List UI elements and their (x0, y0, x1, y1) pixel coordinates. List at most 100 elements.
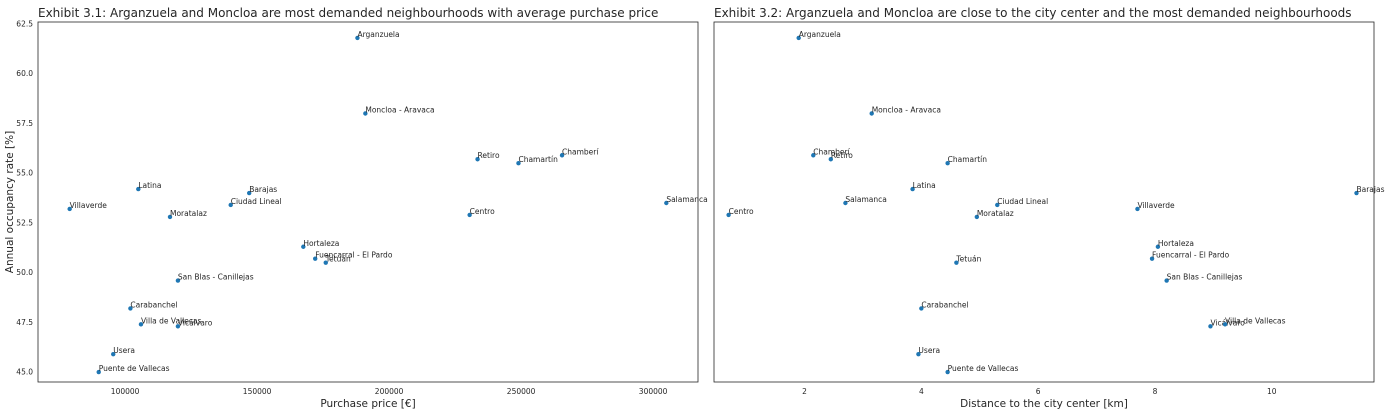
chart-0-y-tick-label: 62.5 (16, 19, 33, 28)
chart-0-y-tick-label: 50.0 (16, 268, 33, 277)
chart-1-point-label: Arganzuela (799, 30, 841, 39)
chart-0-point-label: Arganzuela (357, 30, 399, 39)
chart-1-point-label: Vicálvaro (1210, 318, 1245, 327)
chart-0-data-point[interactable] (136, 186, 141, 192)
chart-1-data-point[interactable] (1135, 206, 1140, 212)
chart-1-data-point[interactable] (828, 157, 834, 162)
chart-1-x-tick-label: 10 (1267, 387, 1277, 396)
chart-1-title: Exhibit 3.2: Arganzuela and Moncloa are … (714, 6, 1352, 20)
chart-1-point-label: Villa de Vallecas (1225, 316, 1286, 325)
chart-1-data-point[interactable] (919, 306, 924, 311)
chart-0-x-tick-label: 150000 (243, 387, 272, 396)
chart-0-y-tick-label: 52.5 (16, 218, 33, 227)
chart-0-data-point[interactable] (175, 278, 181, 283)
chart-1-point-label: Salamanca (845, 195, 886, 204)
chart-1-data-point[interactable] (726, 212, 731, 218)
chart-1-data-point[interactable] (1222, 322, 1228, 327)
chart-0-y-axis-label: Annual occupancy rate [%] (4, 131, 16, 273)
chart-1-point-label: Carabanchel (921, 300, 968, 309)
chart-1-data-point[interactable] (843, 200, 848, 206)
chart-0-point-label: Hortaleza (303, 239, 339, 248)
chart-1-point-label: Chamartín (948, 155, 988, 164)
chart-1-point-label: Chamberí (813, 147, 850, 156)
chart-0-data-point[interactable] (301, 244, 306, 249)
chart-0-data-point[interactable] (313, 256, 318, 261)
chart-0-point-label: Latina (138, 181, 161, 190)
chart-1-point-label: Moncloa - Aravaca (872, 105, 941, 114)
chart-0-data-point[interactable] (247, 190, 252, 196)
chart-0-data-point[interactable] (355, 35, 360, 41)
chart-0-point-label: Barajas (249, 185, 277, 194)
chart-0-point-label: Moncloa - Aravaca (365, 105, 434, 114)
chart-1-data-point[interactable] (916, 351, 921, 357)
chart-0-point-label: Centro (470, 207, 495, 216)
chart-1-data-point[interactable] (945, 161, 950, 166)
chart-1-point-label: Retiro (831, 151, 853, 160)
chart-0-data-point[interactable] (664, 200, 669, 206)
chart-1-data-point[interactable] (995, 202, 1000, 208)
chart-1-data-point[interactable] (1354, 190, 1359, 196)
chart-0-data-point[interactable] (67, 206, 72, 212)
chart-0-data-point[interactable] (467, 212, 472, 218)
chart-1-data-point[interactable] (1164, 278, 1169, 283)
chart-0-data-point[interactable] (96, 369, 101, 375)
chart-1-x-tick-label: 8 (1153, 387, 1158, 396)
chart-0-x-tick-label: 200000 (375, 387, 404, 396)
chart-0-point-label: Fuencarral - El Pardo (315, 251, 393, 260)
chart-0-point-label: Vicálvaro (178, 318, 213, 327)
chart-0-x-tick-label: 300000 (639, 387, 668, 396)
chart-0-x-axis-label: Purchase price [€] (320, 398, 415, 410)
chart-0-point-label: Carabanchel (130, 300, 177, 309)
chart-0-data-point[interactable] (228, 202, 233, 208)
chart-1-point-label: San Blas - Canillejas (1167, 273, 1243, 282)
chart-0-y-tick-label: 55.0 (16, 169, 33, 178)
chart-0-point-label: Ciudad Lineal (231, 197, 282, 206)
chart-1-x-axis-label: Distance to the city center [km] (960, 398, 1128, 410)
chart-1-data-point[interactable] (796, 35, 801, 41)
chart-1-data-point[interactable] (1149, 256, 1155, 261)
chart-1-plot-frame (713, 21, 1375, 383)
chart-1-x-tick-label: 2 (802, 387, 807, 396)
chart-0-y-tick-label: 57.5 (16, 119, 33, 128)
chart-0-data-point[interactable] (516, 161, 521, 166)
chart-0-point-label: Chamberí (562, 147, 599, 156)
chart-1-data-point[interactable] (974, 214, 980, 220)
chart-1-data-point[interactable] (811, 153, 816, 158)
chart-1-point-label: Ciudad Lineal (997, 197, 1048, 206)
chart-1-point-label: Latina (913, 181, 936, 190)
chart-1-point-label: Centro (729, 207, 754, 216)
chart-0-x-tick-label: 250000 (507, 387, 536, 396)
chart-1-point-label: Fuencarral - El Pardo (1152, 251, 1230, 260)
chart-1-data-point[interactable] (869, 111, 874, 116)
chart-1-data-point[interactable] (910, 186, 915, 192)
chart-0-data-point[interactable] (475, 157, 480, 162)
chart-0-point-label: Retiro (478, 151, 500, 160)
chart-1-point-label: Tetuán (955, 255, 981, 264)
chart-0-data-point[interactable] (167, 214, 173, 220)
chart-0-data-point[interactable] (323, 260, 328, 265)
chart-0-point-label: Villaverde (70, 201, 108, 210)
chart-0-data-point[interactable] (363, 111, 368, 116)
chart-1-data-point[interactable] (1155, 244, 1161, 249)
chart-price-vs-occupancy: Exhibit 3.1: Arganzuela and Moncloa are … (4, 6, 708, 410)
chart-0-data-point[interactable] (175, 324, 181, 329)
chart-0-title: Exhibit 3.1: Arganzuela and Moncloa are … (38, 6, 658, 20)
chart-1-point-label: Usera (918, 346, 940, 355)
chart-0-data-point[interactable] (559, 153, 565, 158)
chart-1-point-label: Barajas (1356, 185, 1384, 194)
chart-1-point-label: Puente de Vallecas (948, 364, 1019, 373)
chart-1-data-point[interactable] (945, 369, 950, 375)
chart-0-point-label: Villa de Vallecas (141, 316, 202, 325)
chart-0-x-tick-label: 100000 (111, 387, 140, 396)
chart-0-point-label: Chamartín (518, 155, 558, 164)
chart-0-data-point[interactable] (138, 322, 144, 327)
chart-0-data-point[interactable] (111, 351, 116, 357)
chart-1-data-point[interactable] (1208, 324, 1213, 329)
chart-0-y-tick-label: 60.0 (16, 69, 33, 78)
chart-0-y-tick-label: 47.5 (16, 318, 33, 327)
chart-1-data-point[interactable] (954, 260, 959, 265)
chart-0-point-label: Salamanca (666, 195, 707, 204)
chart-0-data-point[interactable] (128, 306, 133, 311)
chart-1-point-label: Villaverde (1137, 201, 1175, 210)
